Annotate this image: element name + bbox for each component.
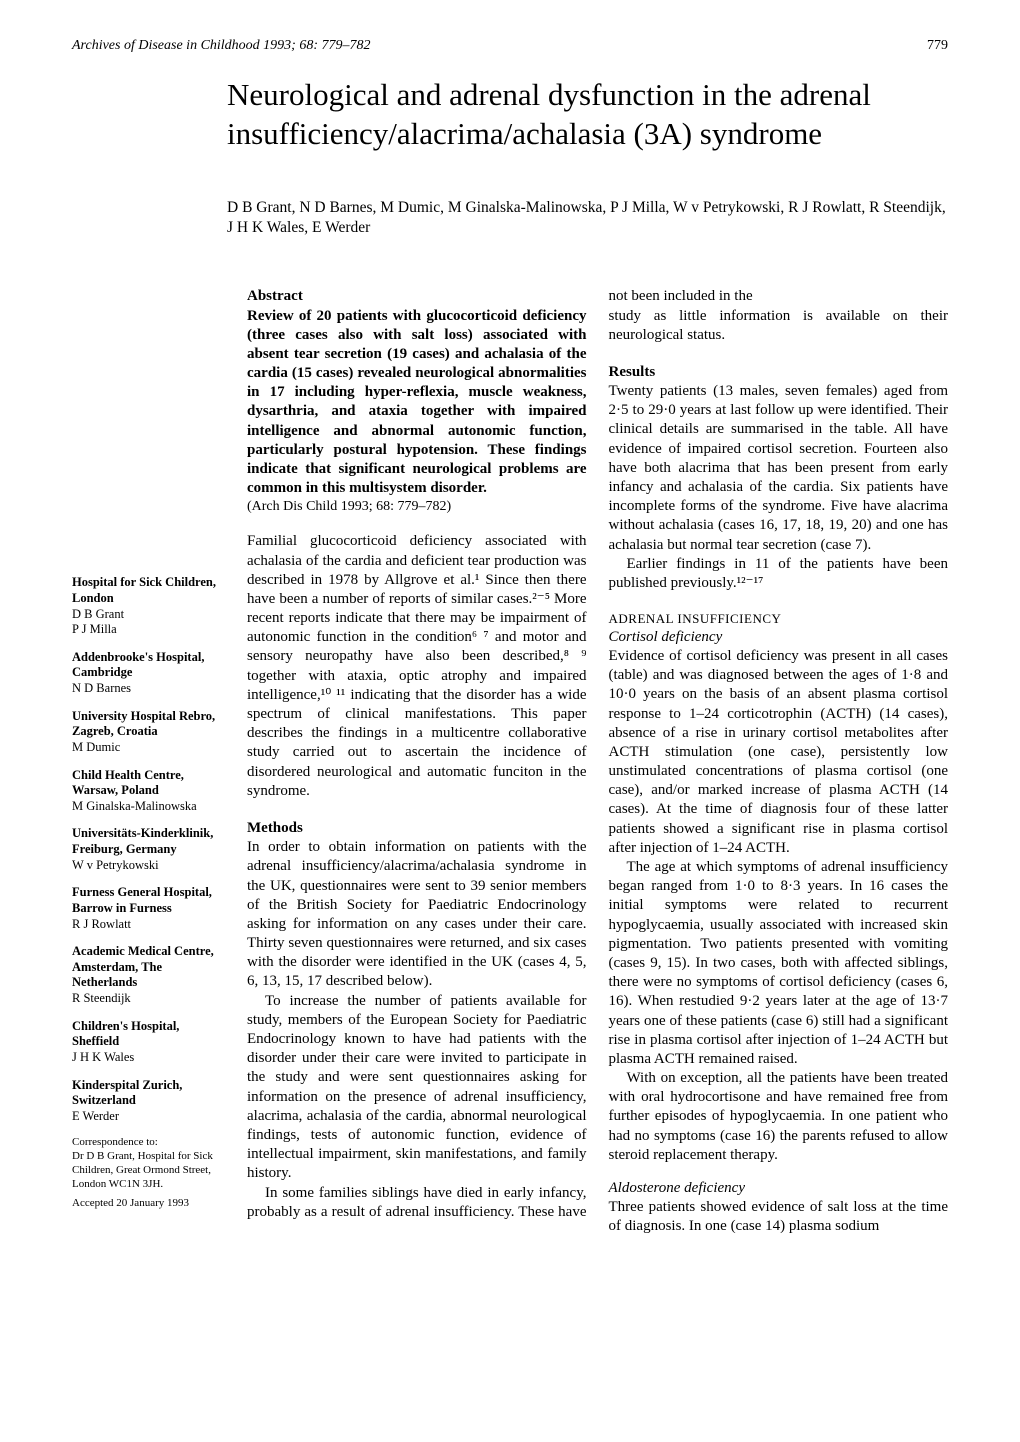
- author-list: D B Grant, N D Barnes, M Dumic, M Ginals…: [227, 198, 948, 240]
- results-lead: study as little information is available…: [609, 307, 949, 345]
- affiliation: Child Health Centre, Warsaw, PolandM Gin…: [72, 768, 227, 815]
- affiliation: Hospital for Sick Children, LondonD B Gr…: [72, 575, 227, 638]
- results-heading: Results: [609, 363, 949, 382]
- cortisol-para-2: The age at which symptoms of adrenal ins…: [609, 858, 949, 1069]
- results-para-2: Earlier findings in 11 of the patients h…: [609, 555, 949, 593]
- adrenal-heading: ADRENAL INSUFFICIENCY: [609, 611, 949, 628]
- journal-header: Archives of Disease in Childhood 1993; 6…: [72, 38, 371, 54]
- affiliation: University Hospital Rebro, Zagreb, Croat…: [72, 709, 227, 756]
- abstract-citation: (Arch Dis Child 1993; 68: 779–782): [247, 498, 587, 516]
- affiliation: Kinderspital Zurich, SwitzerlandE Werder: [72, 1078, 227, 1125]
- cortisol-para-1: Evidence of cortisol deficiency was pres…: [609, 647, 949, 858]
- abstract-text: Review of 20 patients with glucocorticoi…: [247, 307, 587, 499]
- affiliation: Academic Medical Centre, Amsterdam, The …: [72, 944, 227, 1007]
- article-title: Neurological and adrenal dysfunction in …: [227, 76, 948, 154]
- aldosterone-heading: Aldosterone deficiency: [609, 1179, 949, 1198]
- abstract-heading: Abstract: [247, 287, 587, 306]
- cortisol-para-3: With on exception, all the patients have…: [609, 1069, 949, 1165]
- affiliations-column: Hospital for Sick Children, LondonD B Gr…: [72, 287, 227, 1236]
- affiliation: Furness General Hospital, Barrow in Furn…: [72, 885, 227, 932]
- aldosterone-para-1: Three patients showed evidence of salt l…: [609, 1198, 949, 1236]
- methods-para-2: To increase the number of patients avail…: [247, 992, 587, 1184]
- affiliation: Addenbrooke's Hospital, CambridgeN D Bar…: [72, 650, 227, 697]
- methods-para-1: In order to obtain information on patien…: [247, 838, 587, 992]
- intro-paragraph: Familial glucocorticoid deficiency assoc…: [247, 532, 587, 801]
- page-number: 779: [927, 38, 948, 54]
- methods-heading: Methods: [247, 819, 587, 838]
- affiliation: Universitäts-Kinderklinik, Freiburg, Ger…: [72, 826, 227, 873]
- article-body: Abstract Review of 20 patients with gluc…: [247, 287, 948, 1236]
- affiliation: Children's Hospital, SheffieldJ H K Wale…: [72, 1019, 227, 1066]
- cortisol-heading: Cortisol deficiency: [609, 628, 949, 647]
- accepted-date: Accepted 20 January 1993: [72, 1197, 227, 1211]
- correspondence: Correspondence to: Dr D B Grant, Hospita…: [72, 1136, 227, 1191]
- results-para-1: Twenty patients (13 males, seven females…: [609, 382, 949, 555]
